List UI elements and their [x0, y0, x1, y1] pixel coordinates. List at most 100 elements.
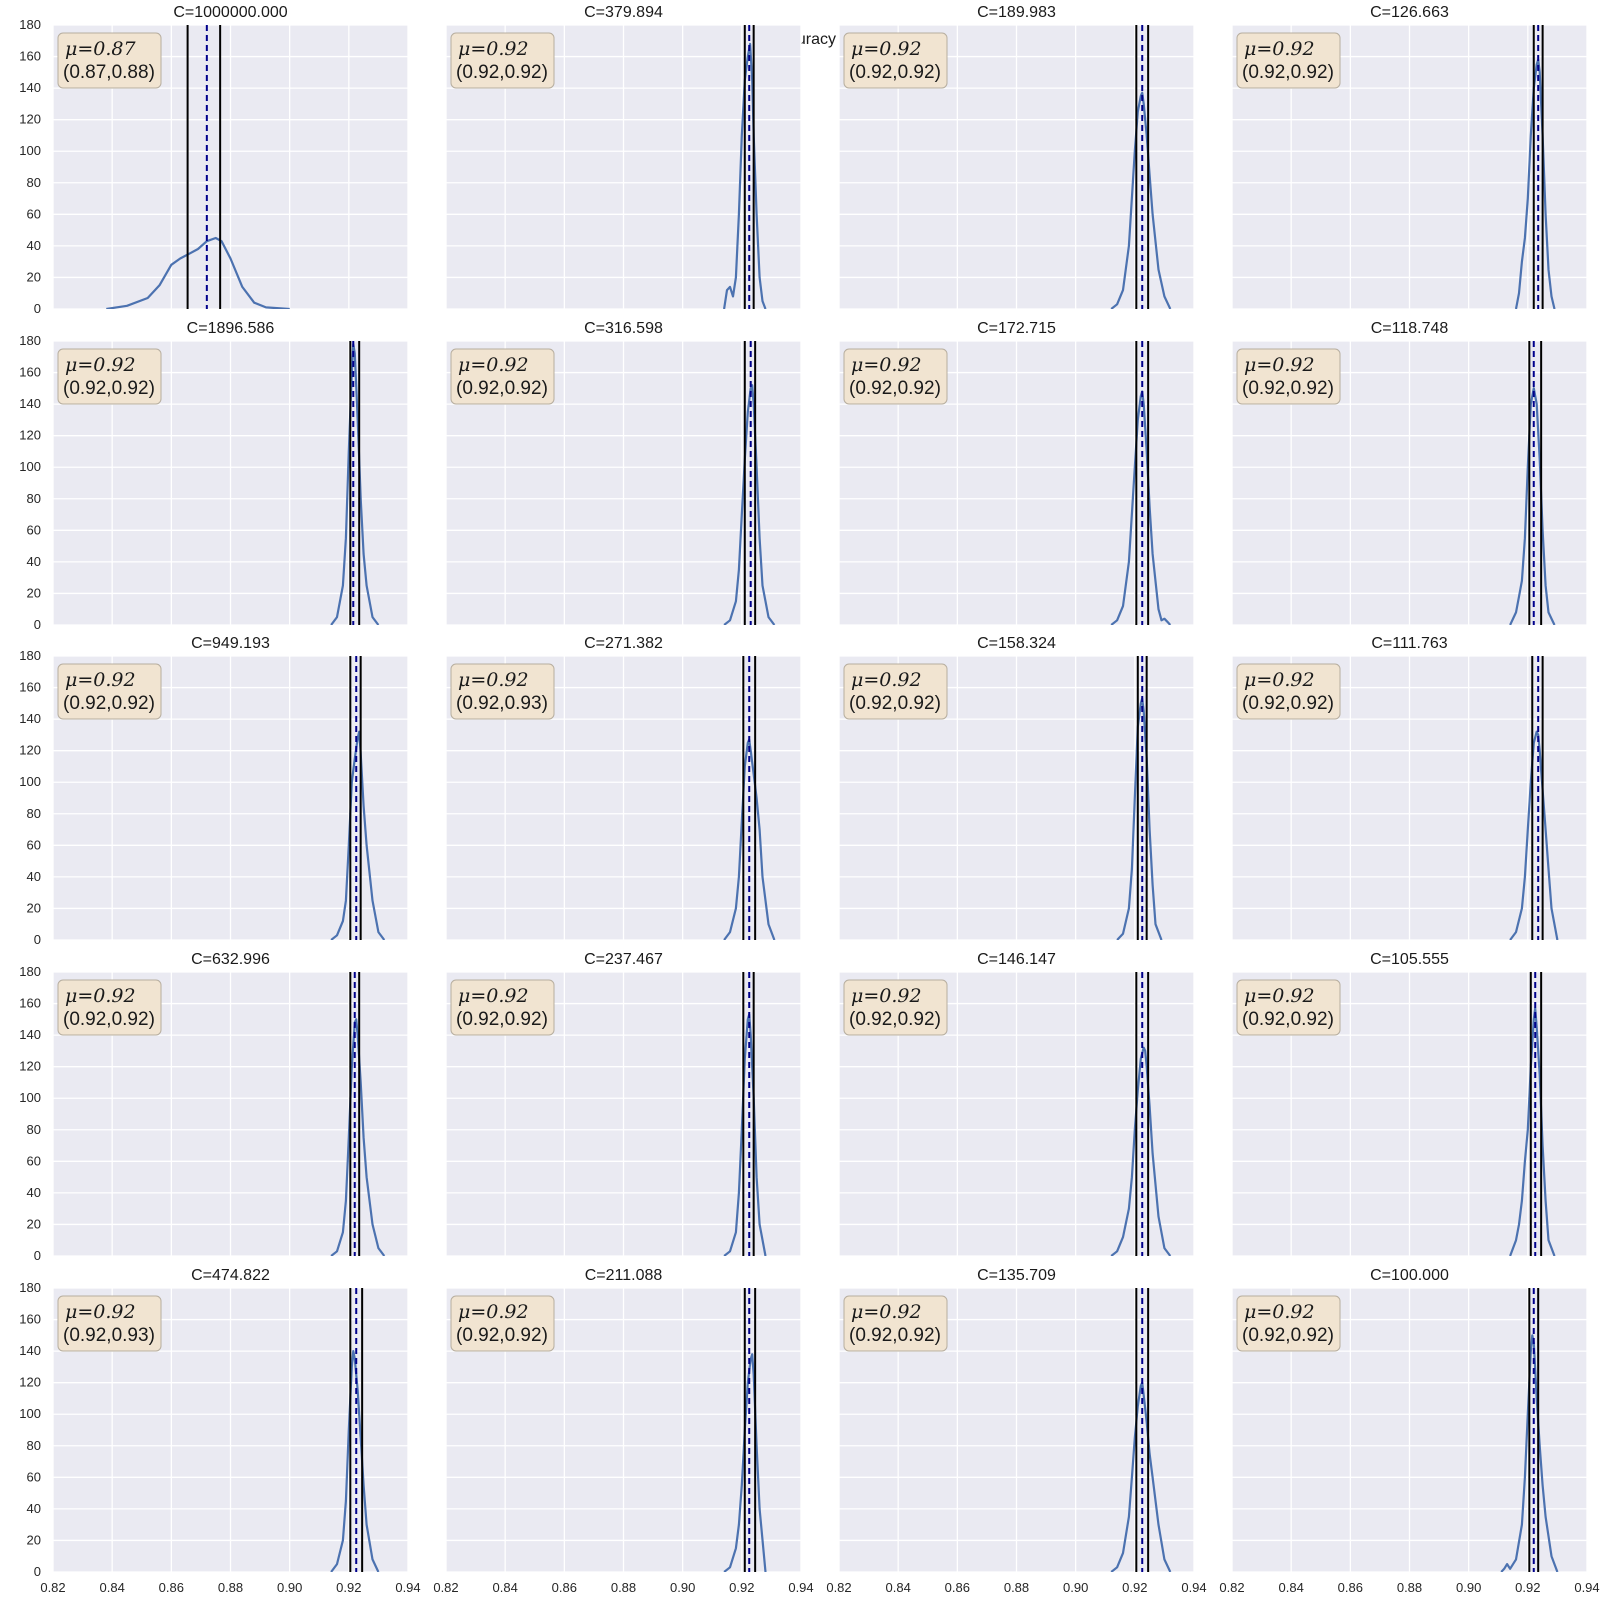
subplot-10: C=271.382 μ=0.92(0.92,0.93) [445, 635, 802, 941]
subplot-title: C=379.894 [584, 4, 663, 21]
x-tick-label: 0.88 [1004, 1580, 1029, 1595]
density-curve [1110, 91, 1172, 309]
y-tick-label: 20 [27, 269, 41, 284]
y-tick-label: 180 [19, 964, 41, 979]
stats-mean-label: μ=0.92 [1244, 669, 1315, 691]
subplot-title: C=135.709 [977, 1267, 1056, 1284]
y-tick-label: 40 [27, 238, 41, 253]
x-tick-label: 0.82 [433, 1580, 458, 1595]
density-curve [723, 1013, 767, 1256]
x-tick-label: 0.92 [729, 1580, 754, 1595]
stats-mean-label: μ=0.92 [65, 669, 136, 691]
stats-mean-label: μ=0.92 [458, 38, 529, 60]
stats-box [843, 663, 948, 720]
stats-box [450, 979, 555, 1036]
subplot-20: C=100.000 0.82 0.84 0.86 0.88 0.90 0.92 0.94 μ=0… [1219, 1267, 1599, 1595]
stats-ci-label: (0.92,0.92) [849, 62, 941, 83]
stats-box [1236, 348, 1341, 405]
stats-ci-label: (0.92,0.92) [1242, 693, 1334, 714]
stats-box [57, 1295, 162, 1352]
y-tick-label: 20 [27, 1532, 41, 1547]
subplot-11: C=158.324 μ=0.92(0.92,0.92) [838, 635, 1195, 941]
density-curve [330, 730, 386, 940]
x-tick-label: 0.92 [1122, 1580, 1147, 1595]
density-curve [1509, 387, 1556, 625]
density-curve [330, 343, 380, 625]
stats-ci-label: (0.92,0.92) [456, 62, 548, 83]
stats-ci-label: (0.92,0.92) [1242, 1009, 1334, 1030]
subplot-2: C=379.894 μ=0.92(0.92,0.92) [445, 4, 802, 310]
stats-ci-label: (0.92,0.92) [849, 378, 941, 399]
y-tick-label: 20 [27, 585, 41, 600]
y-tick-label: 0 [34, 1564, 41, 1579]
y-tick-label: 60 [27, 1469, 41, 1484]
y-tick-label: 120 [19, 428, 41, 443]
stats-mean-label: μ=0.92 [851, 354, 922, 376]
subplot-title: C=126.663 [1370, 4, 1449, 21]
y-tick-label: 120 [19, 1059, 41, 1074]
density-curve [330, 1018, 386, 1256]
subplot-17: C=474.822 0 20 40 60 80 100 120 140 160 180 0.82 0.8… [19, 1267, 420, 1595]
x-tick-label: 0.90 [277, 1580, 302, 1595]
y-tick-label: 40 [27, 554, 41, 569]
y-tick-label: 0 [34, 301, 41, 316]
x-tick-label: 0.90 [1063, 1580, 1088, 1595]
subplot-15: C=146.147 μ=0.92(0.92,0.92) [838, 951, 1195, 1257]
stats-ci-label: (0.92,0.92) [1242, 378, 1334, 399]
x-tick-label: 0.94 [395, 1580, 420, 1595]
density-curve [106, 236, 290, 309]
subplot-19: C=135.709 0.82 0.84 0.86 0.88 0.90 0.92 0.94 μ=0… [826, 1267, 1206, 1595]
y-tick-label: 60 [27, 1153, 41, 1168]
stats-ci-label: (0.92,0.92) [456, 1009, 548, 1030]
subplot-title: C=111.763 [1371, 635, 1447, 652]
x-tick-label: 0.82 [1219, 1580, 1244, 1595]
y-tick-label: 160 [19, 996, 41, 1011]
subplot-8: C=118.748 μ=0.92(0.92,0.92) [1231, 320, 1588, 626]
stats-ci-label: (0.92,0.92) [456, 1325, 548, 1346]
stats-ci-label: (0.92,0.92) [849, 693, 941, 714]
y-tick-label: 120 [19, 112, 41, 127]
stats-box [57, 348, 162, 405]
y-tick-label: 140 [19, 1343, 41, 1358]
subplot-3: C=189.983 μ=0.92(0.92,0.92) [838, 4, 1195, 310]
density-curve [723, 384, 776, 625]
stats-mean-label: μ=0.92 [851, 985, 922, 1007]
subplot-title: C=100.000 [1370, 1267, 1449, 1284]
y-tick-label: 20 [27, 1216, 41, 1231]
y-tick-label: 80 [27, 1438, 41, 1453]
stats-ci-label: (0.92,0.92) [63, 693, 155, 714]
density-curve [723, 1353, 767, 1572]
x-tick-label: 0.94 [788, 1580, 813, 1595]
stats-mean-label: μ=0.92 [65, 1301, 136, 1323]
x-tick-label: 0.94 [1574, 1580, 1599, 1595]
subplot-5: C=1896.586 0 20 40 60 80 100 120 140 160 180 μ=0.92… [19, 320, 409, 632]
stats-mean-label: μ=0.92 [1244, 1301, 1315, 1323]
x-tick-label: 0.84 [1279, 1580, 1304, 1595]
density-curve [723, 42, 767, 309]
stats-mean-label: μ=0.92 [458, 985, 529, 1007]
x-tick-label: 0.90 [670, 1580, 695, 1595]
density-curve [1509, 1007, 1556, 1256]
stats-mean-label: μ=0.92 [65, 985, 136, 1007]
stats-ci-label: (0.92,0.92) [456, 378, 548, 399]
stats-box [450, 348, 555, 405]
stats-box [1236, 32, 1341, 89]
stats-ci-label: (0.92,0.92) [63, 378, 155, 399]
y-tick-label: 140 [19, 80, 41, 95]
y-tick-label: 120 [19, 1375, 41, 1390]
x-tick-label: 0.82 [826, 1580, 851, 1595]
y-tick-label: 100 [19, 143, 41, 158]
x-tick-label: 0.88 [611, 1580, 636, 1595]
y-tick-label: 160 [19, 680, 41, 695]
y-tick-label: 180 [19, 648, 41, 663]
x-tick-label: 0.86 [1338, 1580, 1363, 1595]
y-tick-label: 160 [19, 1312, 41, 1327]
subplot-title: C=949.193 [191, 635, 270, 652]
x-tick-label: 0.88 [1397, 1580, 1422, 1595]
y-tick-label: 100 [19, 459, 41, 474]
density-curve [1110, 390, 1172, 625]
x-tick-label: 0.92 [1515, 1580, 1540, 1595]
y-tick-label: 140 [19, 396, 41, 411]
density-curve [330, 1349, 380, 1572]
density-curve [1110, 1381, 1172, 1572]
